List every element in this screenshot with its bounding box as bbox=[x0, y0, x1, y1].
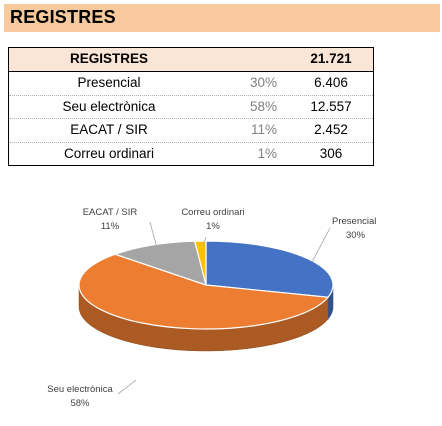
table-row: Seu electrònica 58% 12.557 bbox=[9, 96, 373, 119]
title-banner: REGISTRES bbox=[4, 4, 440, 32]
pie-data-labels: Presencial 30% Seu electrònica 58% EACAT / S… bbox=[47, 207, 376, 409]
row-value: 2.452 bbox=[314, 122, 348, 137]
table-row: Presencial 30% 6.406 bbox=[9, 72, 373, 96]
leader-line bbox=[117, 379, 137, 395]
leader-line bbox=[311, 227, 331, 263]
row-label: Correu ordinari bbox=[63, 145, 155, 161]
row-label: Seu electrònica bbox=[62, 98, 156, 114]
pie-slice-correu-ordinari bbox=[194, 240, 207, 286]
data-label-name: EACAT / SIR bbox=[83, 207, 138, 218]
leader-line bbox=[149, 221, 158, 249]
data-label-name: Presencial bbox=[332, 216, 376, 227]
header-label: REGISTRES bbox=[69, 51, 148, 66]
row-percent: 1% bbox=[257, 145, 277, 161]
leader-line bbox=[202, 236, 207, 247]
data-label-percent: 30% bbox=[346, 230, 366, 241]
table-row: Correu ordinari 1% 306 bbox=[9, 143, 373, 166]
pie-slice-presencial bbox=[205, 240, 334, 298]
row-label: EACAT / SIR bbox=[70, 122, 148, 137]
registres-table: REGISTRES 21.721 Presencial 30% 6.406 Se… bbox=[8, 47, 374, 166]
data-label-name: Seu electrònica bbox=[47, 384, 113, 395]
data-label-percent: 11% bbox=[101, 221, 120, 232]
row-percent: 30% bbox=[249, 75, 277, 90]
row-value: 12.557 bbox=[310, 98, 352, 114]
row-label: Presencial bbox=[77, 75, 141, 90]
data-label-percent: 1% bbox=[206, 221, 220, 232]
row-percent: 11% bbox=[250, 122, 277, 137]
pie-slice-seu-electr-nica bbox=[78, 253, 330, 330]
pie-slice-eacat-sir bbox=[113, 240, 207, 286]
data-label-percent: 58% bbox=[70, 398, 90, 409]
table-header-row: REGISTRES 21.721 bbox=[9, 48, 373, 72]
header-total: 21.721 bbox=[310, 51, 352, 66]
row-percent: 58% bbox=[249, 98, 277, 114]
row-value: 306 bbox=[319, 145, 343, 161]
data-label-name: Correu ordinari bbox=[181, 207, 244, 218]
pie-top bbox=[78, 240, 334, 330]
banner-title: REGISTRES bbox=[10, 7, 116, 27]
table-row: EACAT / SIR 11% 2.452 bbox=[9, 119, 373, 143]
row-value: 6.406 bbox=[314, 75, 348, 90]
